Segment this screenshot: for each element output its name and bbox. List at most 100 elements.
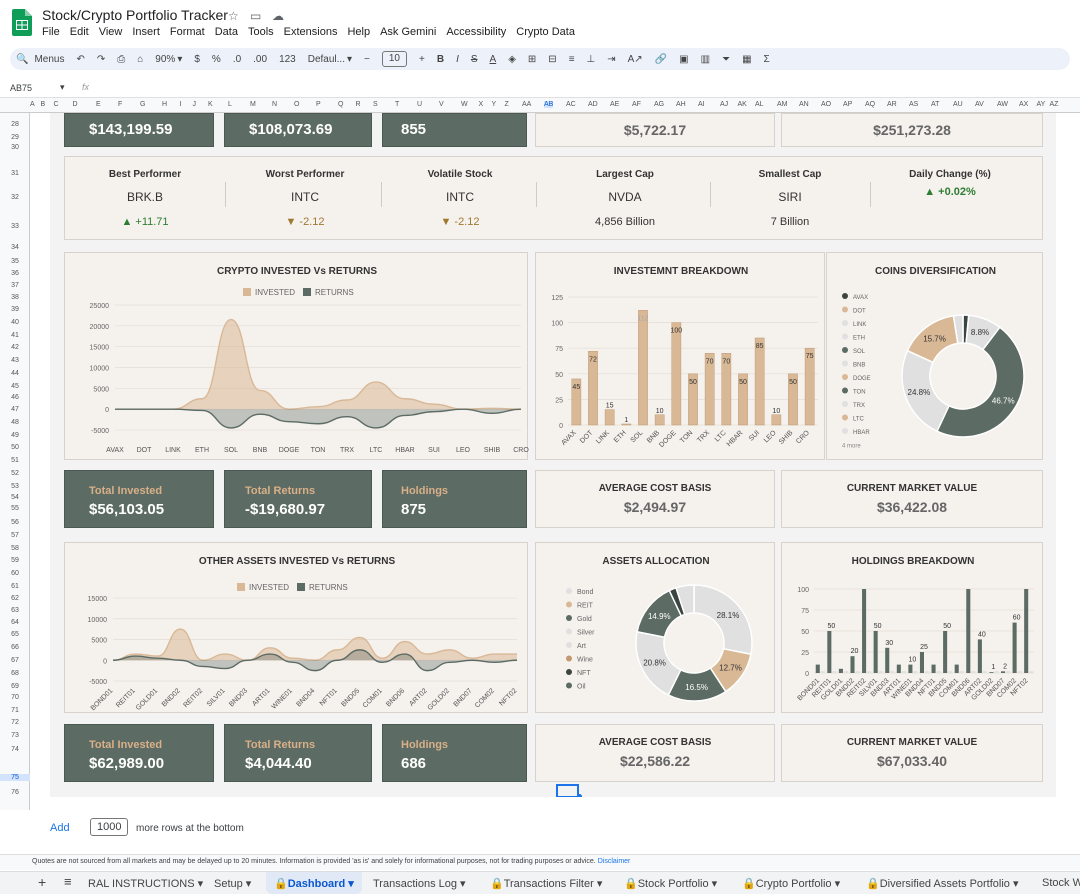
row-43[interactable]: 43 — [11, 357, 19, 364]
name-box[interactable]: AB75 — [10, 83, 33, 93]
row-41[interactable]: 41 — [11, 332, 19, 339]
column-AI[interactable]: AI — [698, 101, 705, 108]
row-39[interactable]: 39 — [11, 306, 19, 313]
column-J[interactable]: J — [192, 101, 197, 108]
document-title[interactable]: Stock/Crypto Portfolio Tracker — [42, 7, 228, 23]
add-sheet-icon[interactable]: + — [38, 874, 47, 890]
row-49[interactable]: 49 — [11, 432, 19, 439]
insert-chart-icon[interactable]: ▥ — [700, 53, 711, 65]
menu-insert[interactable]: Insert — [132, 26, 160, 38]
font-select[interactable]: Defaul... — [307, 53, 345, 65]
menu-edit[interactable]: Edit — [69, 26, 89, 38]
vertical-align-icon[interactable]: ⊥ — [586, 53, 596, 65]
menu-help[interactable]: Help — [347, 26, 371, 38]
search-menus-icon[interactable]: 🔍 — [16, 53, 29, 65]
column-AX[interactable]: AX — [1019, 101, 1029, 108]
column-AE[interactable]: AE — [610, 101, 620, 108]
column-AY[interactable]: AY — [1036, 101, 1046, 108]
print-icon[interactable]: ⎙ — [117, 53, 126, 65]
rows-count-input[interactable]: 1000 — [90, 818, 129, 836]
column-L[interactable]: L — [228, 101, 232, 108]
font-size-input[interactable]: 10 — [381, 51, 407, 67]
zoom-select[interactable]: 90% — [155, 53, 176, 65]
column-I[interactable]: I — [179, 101, 182, 108]
row-67[interactable]: 67 — [11, 657, 19, 664]
horizontal-align-icon[interactable]: ≡ — [568, 53, 575, 65]
column-E[interactable]: E — [96, 101, 101, 108]
column-AT[interactable]: AT — [931, 101, 940, 108]
row-29[interactable]: 29 — [11, 134, 19, 141]
text-wrap-icon[interactable]: ⇥ — [607, 53, 616, 65]
column-AH[interactable]: AH — [676, 101, 686, 108]
star-icon[interactable]: ☆ — [228, 9, 239, 23]
row-54[interactable]: 54 — [11, 494, 19, 501]
insert-link-icon[interactable]: 🔗 — [654, 53, 668, 65]
column-D[interactable]: D — [72, 101, 78, 108]
row-50[interactable]: 50 — [11, 444, 19, 451]
fill-color-icon[interactable]: ◈ — [508, 53, 516, 65]
row-51[interactable]: 51 — [11, 457, 19, 464]
menu-tools[interactable]: Tools — [247, 26, 274, 38]
tab-crypto-portfolio[interactable]: 🔒Crypto Portfolio ▾ — [742, 878, 841, 890]
selected-cell[interactable] — [556, 784, 579, 797]
chevron-down-icon[interactable]: ▾ — [60, 82, 65, 92]
tab-transactions-filter[interactable]: 🔒Transactions Filter ▾ — [490, 878, 603, 890]
row-46[interactable]: 46 — [11, 394, 19, 401]
column-U[interactable]: U — [417, 101, 423, 108]
row-59[interactable]: 59 — [11, 557, 19, 564]
column-AS[interactable]: AS — [909, 101, 919, 108]
undo-icon[interactable]: ↶ — [76, 53, 85, 65]
row-30[interactable]: 30 — [11, 144, 19, 151]
row-38[interactable]: 38 — [11, 294, 19, 301]
tab-diversified-assets[interactable]: 🔒Diversified Assets Portfolio ▾ — [866, 878, 1019, 890]
redo-icon[interactable]: ↷ — [96, 53, 106, 65]
row-63[interactable]: 63 — [11, 607, 19, 614]
row-73[interactable]: 73 — [11, 732, 19, 739]
column-AU[interactable]: AU — [953, 101, 963, 108]
column-M[interactable]: M — [250, 101, 256, 108]
strikethrough-button[interactable]: S — [470, 53, 478, 65]
row-64[interactable]: 64 — [11, 619, 19, 626]
column-O[interactable]: O — [294, 101, 300, 108]
row-53[interactable]: 53 — [11, 483, 19, 490]
row-65[interactable]: 65 — [11, 631, 19, 638]
column-AC[interactable]: AC — [566, 101, 576, 108]
row-76[interactable]: 76 — [11, 789, 19, 796]
increase-decimal-button[interactable]: .00 — [253, 53, 268, 65]
row-34[interactable]: 34 — [11, 244, 19, 251]
filter-views-icon[interactable]: ▦ — [742, 53, 752, 65]
cloud-status-icon[interactable]: ☁ — [272, 9, 284, 23]
move-folder-icon[interactable]: ▭ — [250, 9, 262, 23]
row-75[interactable]: 75 — [0, 774, 30, 781]
tab-setup[interactable]: Setup ▾ — [214, 878, 252, 890]
chevron-down-icon[interactable]: ▾ — [177, 53, 183, 65]
percent-format-button[interactable]: % — [211, 53, 221, 65]
row-60[interactable]: 60 — [11, 570, 19, 577]
column-S[interactable]: S — [373, 101, 378, 108]
column-C[interactable]: C — [53, 101, 59, 108]
search-menus-label[interactable]: Menus — [34, 53, 65, 65]
all-sheets-icon[interactable]: ≡ — [64, 874, 72, 889]
number-format-button[interactable]: 123 — [279, 53, 296, 65]
column-AN[interactable]: AN — [799, 101, 809, 108]
row-66[interactable]: 66 — [11, 644, 19, 651]
column-F[interactable]: F — [118, 101, 123, 108]
fill-handle[interactable] — [577, 794, 582, 797]
column-AZ[interactable]: AZ — [1049, 101, 1059, 108]
paint-format-icon[interactable]: ⌂ — [137, 53, 144, 65]
row-61[interactable]: 61 — [11, 583, 19, 590]
column-AD[interactable]: AD — [588, 101, 598, 108]
column-AG[interactable]: AG — [654, 101, 665, 108]
menu-extensions[interactable]: Extensions — [283, 26, 338, 38]
row-36[interactable]: 36 — [11, 270, 19, 277]
column-AO[interactable]: AO — [821, 101, 832, 108]
row-55[interactable]: 55 — [11, 505, 19, 512]
merge-cells-icon[interactable]: ⊟ — [548, 53, 557, 65]
font-size-decrease-button[interactable]: − — [364, 53, 370, 65]
row-35[interactable]: 35 — [11, 258, 19, 265]
row-58[interactable]: 58 — [11, 545, 19, 552]
row-42[interactable]: 42 — [11, 344, 19, 351]
column-P[interactable]: P — [316, 101, 321, 108]
currency-format-button[interactable]: $ — [194, 53, 200, 65]
sheets-logo-icon[interactable] — [12, 9, 32, 36]
